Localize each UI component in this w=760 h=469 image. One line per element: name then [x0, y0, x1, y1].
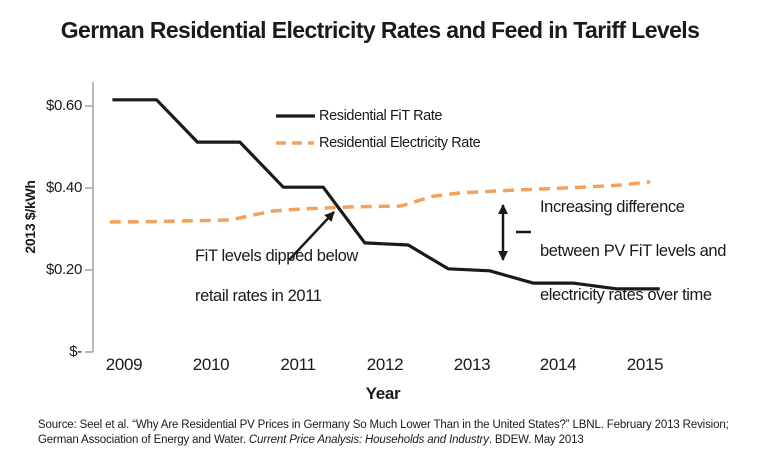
source-line2-end: . BDEW. May 2013: [488, 433, 584, 446]
x-tick-2010: 2010: [192, 355, 230, 374]
y-tick-zero: $-: [69, 343, 82, 360]
y-tick-060: $0.60: [45, 97, 82, 114]
y-tick-040: $0.40: [45, 179, 82, 196]
x-tick-2013: 2013: [453, 355, 491, 374]
annotation-gap-line3: electricity rates over time: [540, 286, 712, 304]
annotation-gap-line2: between PV FiT levels and: [540, 242, 726, 260]
source-line1: Source: Seel et al. “Why Are Residential…: [38, 419, 729, 431]
dip-annotation-arrow: [288, 211, 335, 261]
legend-label-electricity-rate: Residential Electricity Rate: [319, 135, 481, 151]
x-axis-title: Year: [365, 384, 401, 403]
annotation-dip-line2: retail rates in 2011: [195, 287, 322, 305]
x-tick-2015: 2015: [626, 355, 664, 374]
chart-title: German Residential Electricity Rates and…: [60, 17, 700, 43]
source-note: Source: Seel et al. “Why Are Residential…: [38, 418, 750, 447]
y-axis-title: 2013 $/kWh: [22, 180, 38, 254]
source-line2-plain: German Association of Energy and Water.: [38, 433, 249, 446]
annotation-gap: Increasing difference between PV FiT lev…: [540, 196, 726, 306]
x-tick-2014: 2014: [539, 355, 577, 374]
y-axis: [85, 82, 94, 353]
legend-label-fit-rate: Residential FiT Rate: [319, 108, 443, 124]
x-tick-2011: 2011: [280, 355, 316, 374]
annotation-gap-line1: Increasing difference: [540, 198, 685, 216]
x-tick-2012: 2012: [366, 355, 404, 374]
series-fit-rate-line: [112, 98, 660, 291]
source-line2-italic: Current Price Analysis: Households and I…: [248, 433, 489, 446]
annotation-dip-line1: FiT levels dipped below: [195, 247, 358, 265]
annotation-dip: FiT levels dipped below retail rates in …: [195, 246, 358, 306]
x-tick-2009: 2009: [105, 355, 143, 374]
y-tick-020: $0.20: [45, 261, 82, 278]
